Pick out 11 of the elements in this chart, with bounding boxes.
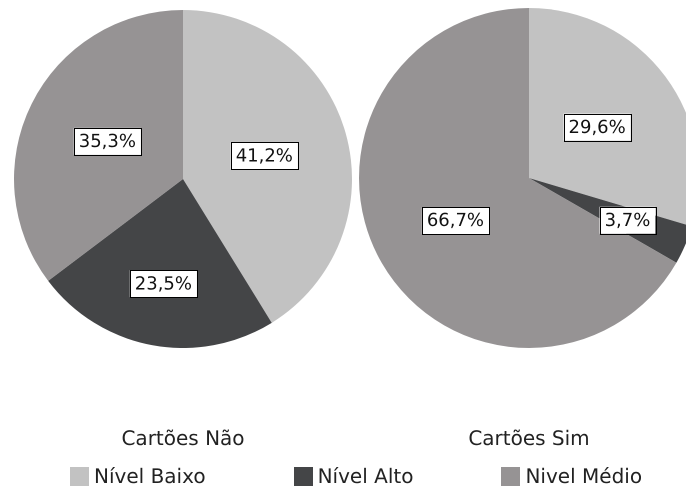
data-label: 66,7% <box>426 210 484 232</box>
slice-label: Cartões Sim <box>467 426 591 450</box>
legend-label: Nível Alto <box>318 464 414 488</box>
slice-label: Cartões Não <box>120 426 246 450</box>
data-label: 3,7% <box>604 210 650 231</box>
data-label: 35,3% <box>78 131 136 152</box>
legend-label: Nivel Médio <box>525 464 642 488</box>
data-label: 29,6% <box>568 116 626 138</box>
data-label: 23,5% <box>134 273 192 294</box>
data-label: 41,2% <box>236 146 293 167</box>
legend-label: Nível Baixo <box>94 464 206 488</box>
